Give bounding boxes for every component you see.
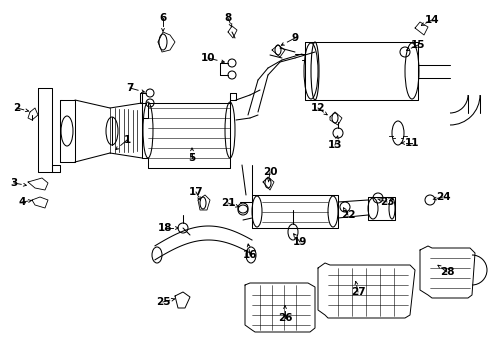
Text: 15: 15 bbox=[410, 40, 425, 50]
Text: 9: 9 bbox=[291, 33, 298, 43]
Text: 27: 27 bbox=[350, 287, 365, 297]
Text: 8: 8 bbox=[224, 13, 231, 23]
Text: 20: 20 bbox=[262, 167, 277, 177]
Text: 26: 26 bbox=[277, 313, 292, 323]
Text: 25: 25 bbox=[156, 297, 170, 307]
Text: 18: 18 bbox=[158, 223, 172, 233]
Text: 13: 13 bbox=[327, 140, 342, 150]
Text: 22: 22 bbox=[340, 210, 354, 220]
Text: 21: 21 bbox=[220, 198, 235, 208]
Text: 2: 2 bbox=[13, 103, 20, 113]
Text: 4: 4 bbox=[18, 197, 26, 207]
Text: 24: 24 bbox=[435, 192, 449, 202]
Text: 3: 3 bbox=[10, 178, 18, 188]
Text: 19: 19 bbox=[292, 237, 306, 247]
Text: 5: 5 bbox=[188, 153, 195, 163]
Text: 12: 12 bbox=[310, 103, 325, 113]
Text: 10: 10 bbox=[201, 53, 215, 63]
Text: 17: 17 bbox=[188, 187, 203, 197]
Text: 14: 14 bbox=[424, 15, 438, 25]
Text: 1: 1 bbox=[123, 135, 130, 145]
Text: 7: 7 bbox=[126, 83, 133, 93]
Text: 6: 6 bbox=[159, 13, 166, 23]
Text: 16: 16 bbox=[242, 250, 257, 260]
Text: 23: 23 bbox=[379, 197, 393, 207]
Text: 28: 28 bbox=[439, 267, 453, 277]
Text: 11: 11 bbox=[404, 138, 418, 148]
